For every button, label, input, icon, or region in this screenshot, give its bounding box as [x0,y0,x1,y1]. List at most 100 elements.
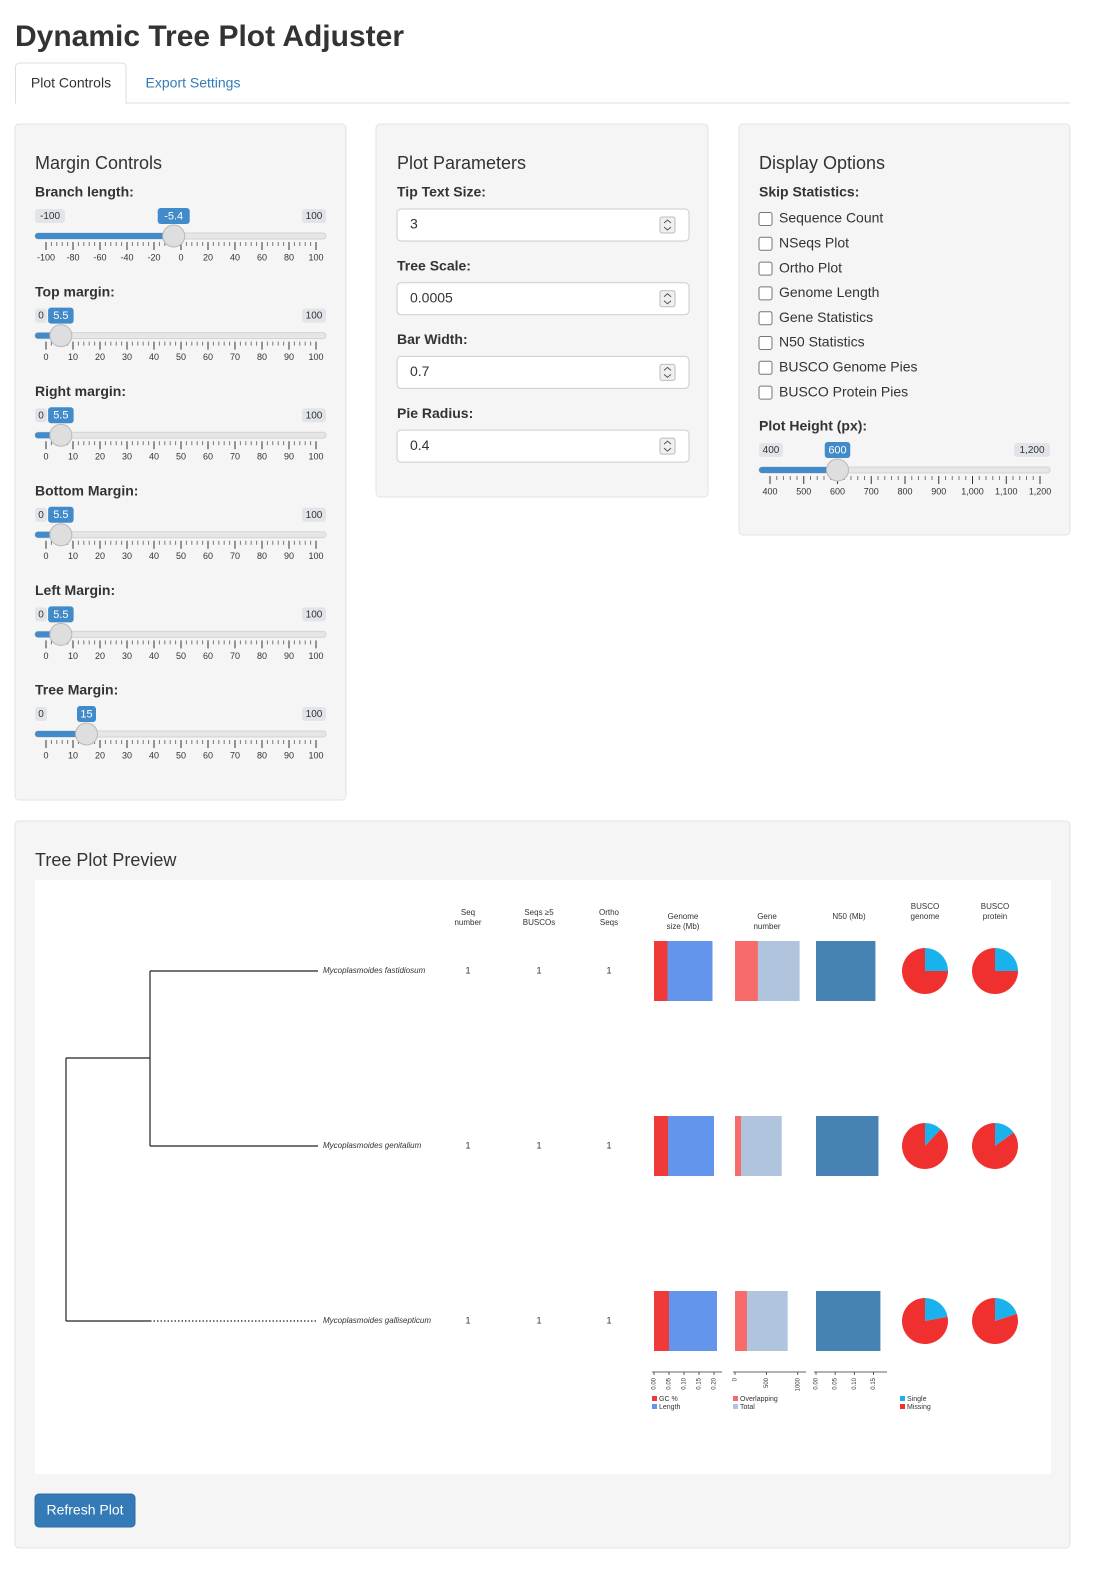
column-header: N50 (Mb) [832,912,866,921]
checkbox[interactable] [758,385,773,400]
spinner-arrows [663,219,672,231]
min-badge [35,308,47,323]
max-badge [302,408,326,423]
tick-label: 1,000 [961,486,984,496]
value-badge [48,606,74,623]
panel-title: Plot Parameters [397,153,526,173]
checkbox[interactable] [758,261,773,276]
button-label[interactable]: Refresh Plot [46,1502,123,1518]
pie-slice [925,948,948,971]
tick-label: 0.00 [814,1377,820,1389]
tick-label: 60 [203,352,213,362]
tick-label: 100 [308,252,323,262]
tick-label: 20 [95,651,105,661]
checkbox[interactable] [758,236,773,251]
count: 1 [536,1140,541,1150]
column-header: BUSCO [981,902,1009,911]
value-label: 5.5 [53,609,68,621]
pie-slice [995,1123,1014,1146]
slider-track [34,630,327,638]
legend-swatch [733,1396,738,1401]
panel-title: Display Options [759,153,885,173]
legend-swatch [900,1404,905,1409]
bar [654,941,668,1001]
numeric-input[interactable] [396,355,690,389]
tick-label: 100 [308,452,323,462]
column-header: Seqs ≥5 [524,908,554,917]
max-badge [1014,443,1050,457]
checkbox[interactable] [758,336,773,350]
tick-label: 10 [68,551,78,561]
pie-slice [925,1298,948,1321]
spinner[interactable] [659,437,676,455]
slider-handle[interactable] [49,324,73,348]
checkbox[interactable] [758,360,773,375]
tree [65,970,318,1322]
max-label: 100 [306,510,323,521]
tick-label: 50 [176,452,186,462]
max-label: 100 [306,610,323,621]
slider-handle[interactable] [49,622,73,646]
legend-label: Overlapping [740,1396,778,1403]
slider-handle[interactable] [162,224,186,248]
max-label: 100 [306,311,323,322]
pie-slice [925,1123,941,1146]
numeric-input[interactable] [396,208,690,242]
tick-label: 0 [43,750,48,760]
checkbox-label: BUSCO Protein Pies [779,383,908,399]
numeric-input[interactable] [396,429,690,463]
checkbox[interactable] [758,311,773,326]
min-label: 400 [763,445,780,456]
input-label: Tip Text Size: [397,184,486,200]
tick-label: 70 [230,651,240,661]
slider-handle[interactable] [826,458,849,482]
tick-label: 50 [176,551,186,561]
tick-label: 40 [149,651,159,661]
numeric-input[interactable] [396,282,690,316]
bar [654,1116,669,1176]
tick-label: 0.15 [871,1377,877,1389]
tick-label: 50 [176,352,186,362]
tick-label: 80 [257,651,267,661]
value-label: 600 [828,444,846,456]
bar [816,941,876,1001]
slider-handle[interactable] [49,523,73,547]
tick-label: 0.20 [712,1377,718,1389]
pie-slice [902,948,948,994]
min-badge [35,707,47,721]
tick-label: 80 [257,352,267,362]
spinner[interactable] [659,216,676,234]
checkbox[interactable] [758,212,773,226]
tick-label: 70 [230,750,240,760]
tick-label: 500 [796,486,811,496]
refresh-button[interactable] [34,1493,136,1528]
checkbox-label: NSeqs Plot [779,235,849,251]
spinner[interactable] [659,363,676,381]
slider-handle[interactable] [49,423,73,447]
tick-label: -80 [66,252,79,262]
tick-label: 30 [122,352,132,362]
input-value: 0.7 [410,363,430,379]
input-label: Tree Scale: [397,257,471,273]
tick-label: 90 [284,551,294,561]
slider-handle[interactable] [75,722,98,746]
min-label: 0 [38,311,44,322]
bar [735,1116,782,1176]
pie-slice [995,948,1018,971]
tab[interactable]: Export Settings [146,75,241,91]
checkbox[interactable] [758,286,773,301]
slider-label: Plot Height (px): [759,418,867,434]
tick-label: 60 [203,452,213,462]
spinner[interactable] [659,290,676,308]
value-label: 5.5 [53,410,68,422]
tab[interactable]: Plot Controls [31,75,111,91]
bar [654,1291,669,1351]
max-label: 100 [306,709,323,720]
slider-label: Bottom Margin: [35,483,138,499]
tick-label: 20 [95,452,105,462]
bar [735,941,758,1001]
count: 1 [536,965,541,975]
legend-swatch [900,1396,905,1401]
count: 1 [465,1140,470,1150]
pie-slice [901,1298,948,1344]
